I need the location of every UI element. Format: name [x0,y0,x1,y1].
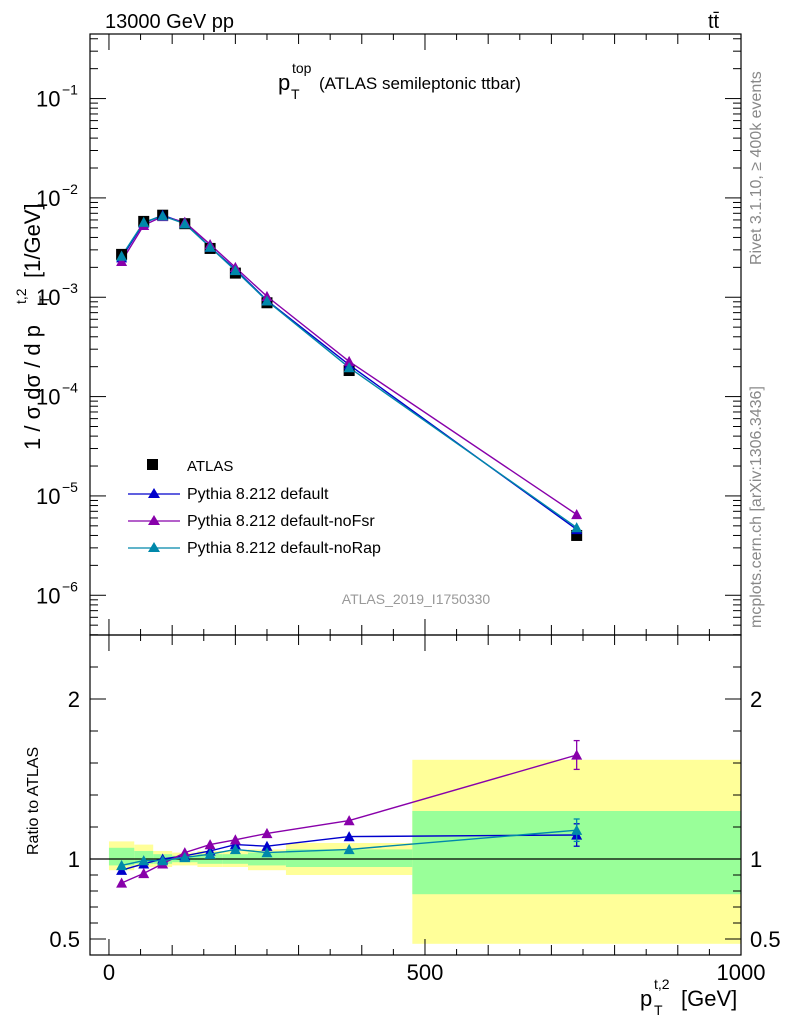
main-ytick-label-2: 10 [36,285,60,310]
legend-marker-norap [148,542,160,552]
xlabel: p t,2 T [GeV] [640,976,737,1018]
title-sup: top [292,60,312,76]
ratio-marker-series-2-8 [571,824,583,835]
ylabel-text: 1 / σ dσ / d p [20,325,45,450]
main-ytick-label-0: 10 [36,87,60,112]
ratio-marker-series-2-3 [179,851,191,863]
ratio-marker-series-1-1 [138,867,150,879]
ratio-marker-series-2-2 [157,855,169,866]
main-marker-series-2-8 [571,522,583,533]
ratio-ylabel: Ratio to ATLAS [25,747,42,855]
legend-label-atlas: ATLAS [187,458,233,475]
ratio-frame [89,634,742,956]
ratio-marker-series-1-7 [343,815,355,826]
main-data-point-8 [571,529,583,541]
main-marker-series-2-4 [204,241,216,252]
main-marker-series-1-7 [343,355,355,367]
main-ytick-exp-2: −3 [62,280,78,296]
xtick-label-1: 500 [407,960,444,985]
main-ytick-exp-4: −5 [62,479,78,495]
main-marker-series-2-3 [179,218,191,229]
main-panel: 10−110−210−310−410−510−6 [36,33,742,636]
ylabel-sup: t,2 [13,288,29,304]
ratio-marker-series-0-6 [261,840,273,851]
ratio-ticks: 0 500 1000 2 2 1 1 0.5 0.5 [49,635,781,985]
ratio-marker-series-1-6 [261,827,273,839]
main-ytick-exp-5: −6 [62,578,78,594]
ratio-series [90,739,741,888]
xtick-label-0: 0 [103,960,115,985]
main-marker-series-1-0 [116,255,128,266]
legend-marker-nofsr [148,515,160,525]
xtick-label-2: 1000 [717,960,766,985]
main-ytick-label-5: 10 [36,583,60,608]
main-ytick-label-4: 10 [36,484,60,509]
mcplots-label: mcplots.cern.ch [arXiv:1306.3436] [748,386,765,628]
main-marker-series-2-5 [229,264,241,276]
main-marker-series-1-8 [571,509,583,520]
ratio-ytick-label-right-0: 2 [750,687,762,712]
energy-label: 13000 GeV pp [105,11,234,33]
main-ticks: 10−110−210−310−410−510−6 [36,34,742,636]
legend-marker-atlas [147,459,158,470]
process-label: tt̄ [708,11,720,33]
ratio-marker-series-2-7 [343,843,355,855]
title-sub: T [291,86,300,102]
ylabel-sub: T [36,295,52,304]
main-marker-series-2-2 [157,210,169,221]
xlabel-sup: t,2 [654,976,670,992]
main-marker-series-2-0 [116,250,128,261]
analysis-id: ATLAS_2019_I1750330 [342,591,491,607]
legend-label-norap: Pythia 8.212 default-noRap [187,540,381,557]
main-ytick-exp-1: −2 [62,181,78,197]
band-inner-7 [285,849,413,867]
main-ytick-label-3: 10 [36,385,60,410]
legend-label-nofsr: Pythia 8.212 default-noFsr [187,513,375,530]
ratio-marker-series-2-4 [204,848,216,859]
plot-title: p top T (ATLAS semileptonic ttbar) [278,60,521,102]
ratio-ytick-label-right-2: 0.5 [750,927,781,952]
xlabel-unit: [GeV] [681,986,737,1011]
main-ytick-exp-0: −1 [62,82,78,98]
main-ytick-exp-3: −4 [62,380,78,396]
main-ytick-label-1: 10 [36,186,60,211]
main-ylabel: 1 / σ dσ / d p t,2 T [1/GeV] [13,203,52,450]
ratio-marker-series-2-6 [261,847,273,858]
rivet-label: Rivet 3.1.10, ≥ 400k events [748,71,765,265]
ratio-ytick-label-0: 2 [68,687,80,712]
xlabel-sub: T [654,1002,663,1018]
ratio-ytick-label-2: 0.5 [49,927,80,952]
ratio-marker-series-1-8 [571,749,583,760]
xlabel-main: p [640,986,652,1011]
ratio-marker-series-1-0 [116,877,128,888]
ratio-ytick-label-1: 1 [68,847,80,872]
ratio-marker-series-0-7 [343,831,355,842]
legend-marker-default [148,488,160,498]
legend: ATLAS Pythia 8.212 default Pythia 8.212 … [128,458,381,557]
ratio-ytick-label-right-1: 1 [750,847,762,872]
ratio-panel: 0 500 1000 2 2 1 1 0.5 0.5 [49,634,781,985]
legend-label-default: Pythia 8.212 default [187,486,329,503]
ratio-marker-series-2-1 [138,855,150,866]
main-marker-series-2-1 [138,216,150,227]
band-inner-0 [108,847,135,866]
main-series [116,209,583,541]
main-marker-series-2-6 [261,295,273,306]
ratio-marker-series-2-5 [229,843,241,855]
ratio-marker-series-2-0 [116,859,128,871]
main-marker-series-2-7 [343,362,355,373]
title-main: p [278,70,290,95]
ratio-marker-series-1-4 [204,839,216,850]
title-rest: (ATLAS semileptonic ttbar) [319,74,521,93]
ratio-marker-series-1-5 [229,834,241,845]
ylabel-unit: [1/GeV] [20,203,45,278]
